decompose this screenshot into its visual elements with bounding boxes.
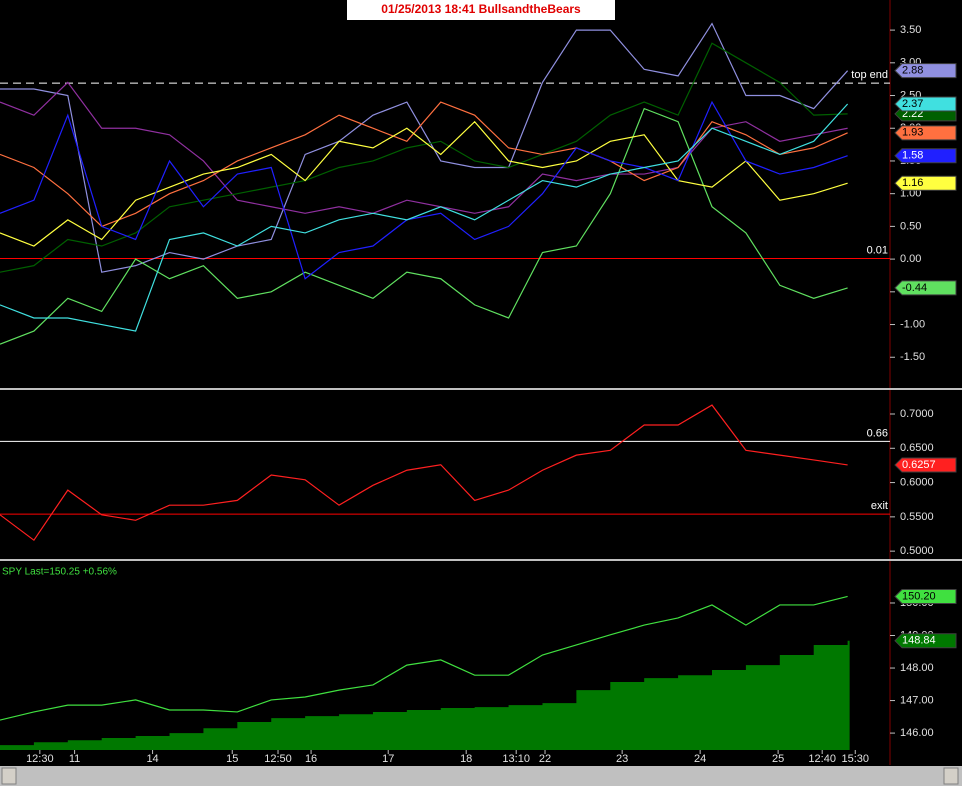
- value-tag-label: 1.16: [902, 177, 923, 189]
- reference-label: exit: [871, 500, 888, 512]
- y-tick-label: -1.00: [900, 318, 925, 330]
- quote-text: SPY Last=150.25 +0.56%: [2, 567, 117, 578]
- y-tick-label: 0.00: [900, 253, 921, 265]
- value-tag-label: 1.58: [902, 150, 923, 162]
- reference-label: top end: [851, 69, 888, 81]
- value-tag: [894, 175, 957, 191]
- value-tag: [894, 148, 957, 164]
- value-tag-label: -0.44: [902, 282, 927, 294]
- title-box: [347, 0, 615, 20]
- value-tag: [894, 633, 957, 649]
- value-tag: [894, 125, 957, 141]
- value-tag: [894, 588, 957, 604]
- value-tag-label: 1.93: [902, 127, 923, 139]
- y-tick-label: 0.5500: [900, 511, 934, 523]
- y-tick-label: 0.6500: [900, 442, 934, 454]
- y-tick-label: 147.00: [900, 694, 934, 706]
- value-tag-label: 2.88: [902, 65, 923, 77]
- x-tick-label: 17: [382, 753, 394, 765]
- x-tick-label: 18: [460, 753, 472, 765]
- x-tick-label: 16: [305, 753, 317, 765]
- value-tag-label: 150.20: [902, 590, 936, 602]
- y-tick-label: -1.50: [900, 351, 925, 363]
- value-tag: [894, 457, 957, 473]
- y-tick-label: 0.5000: [900, 545, 934, 557]
- y-tick-label: 0.6000: [900, 476, 934, 488]
- scroll-left[interactable]: [1, 767, 17, 785]
- line-series: [0, 42, 848, 273]
- value-tag-label: 0.6257: [902, 459, 936, 471]
- reference-label: 0.66: [867, 427, 888, 439]
- value-tag-label: 148.84: [902, 635, 936, 647]
- x-tick-label: 24: [694, 753, 706, 765]
- y-tick-label: 3.50: [900, 24, 921, 36]
- x-tick-label: 12:40: [808, 753, 836, 765]
- value-tag: [894, 96, 957, 112]
- line-series: [0, 103, 849, 332]
- x-tick-label: 25: [772, 753, 784, 765]
- y-tick-label: 0.50: [900, 220, 921, 232]
- x-tick-label: 15:30: [841, 753, 869, 765]
- scrollbar[interactable]: [0, 766, 962, 786]
- value-tag: [894, 63, 957, 79]
- y-tick-label: 0.7000: [900, 408, 934, 420]
- line-series: [0, 404, 848, 542]
- line-series: [0, 107, 848, 345]
- value-tag: [894, 280, 957, 296]
- y-tick-label: 148.00: [900, 662, 934, 674]
- x-tick-label: 23: [616, 753, 628, 765]
- reference-label: 0.01: [867, 244, 888, 256]
- x-tick-label: 22: [539, 753, 551, 765]
- x-tick-label: 11: [69, 753, 80, 765]
- line-series: [0, 100, 848, 280]
- x-tick-label: 15: [226, 753, 238, 765]
- chart-title: 01/25/2013 18:41 BullsandtheBears: [381, 2, 581, 16]
- area-series: [0, 640, 850, 750]
- line-series: [0, 595, 848, 721]
- x-tick-label: 12:30: [26, 753, 54, 765]
- line-series: [0, 22, 849, 273]
- line-series: [0, 81, 848, 214]
- value-tag-label: 2.37: [902, 98, 923, 110]
- x-tick-label: 13:10: [502, 753, 530, 765]
- x-tick-label: 14: [146, 753, 158, 765]
- x-tick-label: 12:50: [264, 753, 292, 765]
- line-series: [0, 101, 848, 228]
- y-tick-label: 146.00: [900, 727, 934, 739]
- scroll-right[interactable]: [943, 767, 959, 785]
- line-series: [0, 120, 848, 247]
